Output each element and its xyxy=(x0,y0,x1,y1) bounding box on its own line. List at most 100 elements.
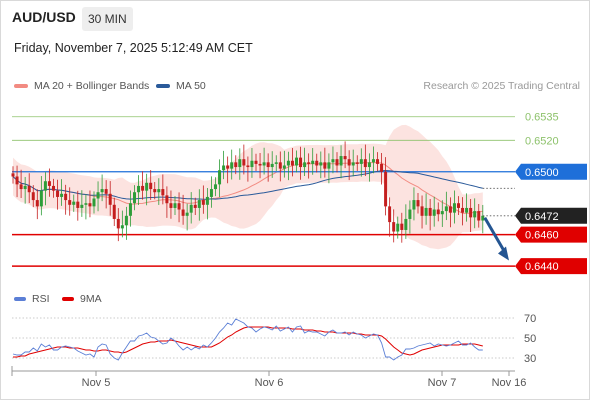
candle-body xyxy=(323,162,327,169)
candle-body xyxy=(137,185,141,193)
candle-body xyxy=(15,176,19,185)
candle-body xyxy=(112,204,116,219)
candle-body xyxy=(165,195,169,204)
timestamp: Friday, November 7, 2025 5:12:49 AM CET xyxy=(14,41,253,55)
rsi-tick-30: 30 xyxy=(524,353,536,365)
candle-body xyxy=(218,170,222,185)
candle-body xyxy=(11,173,15,177)
level-tag-bg-0.6440 xyxy=(515,258,587,275)
candle-body xyxy=(392,222,396,232)
credit-text: Research © 2025 Trading Central xyxy=(423,80,580,92)
candle-body xyxy=(315,160,319,166)
candle-body xyxy=(84,203,88,205)
candle-body xyxy=(72,201,76,205)
candle-body xyxy=(230,162,234,169)
candle-body xyxy=(258,163,262,166)
candle-body xyxy=(23,185,27,190)
candle-body xyxy=(189,204,193,213)
x-tick-label: Nov 5 xyxy=(82,377,111,389)
candle-body xyxy=(193,204,197,208)
candle-body xyxy=(448,206,452,213)
candle-body xyxy=(416,200,420,207)
current-price-tag-bg xyxy=(515,207,587,224)
candle-body xyxy=(222,165,226,171)
candle-body xyxy=(169,203,173,208)
candle-body xyxy=(311,160,315,164)
candle-body xyxy=(376,159,379,164)
symbol-title: AUD/USD xyxy=(12,9,76,25)
candle-body xyxy=(161,189,165,196)
candle-body xyxy=(440,211,444,215)
candle-body xyxy=(388,206,392,223)
candle-body xyxy=(124,215,128,226)
candle-body xyxy=(27,185,31,193)
candle-body xyxy=(457,203,460,208)
candle-body xyxy=(157,189,161,193)
legend-rsi-label: RSI xyxy=(32,293,50,305)
candle-body xyxy=(116,218,120,229)
candle-body xyxy=(436,209,440,215)
legend-rsi: RSI xyxy=(14,293,50,305)
candle-body xyxy=(173,203,177,208)
candle-body xyxy=(214,184,217,190)
candle-body xyxy=(80,204,84,208)
candle-body xyxy=(335,159,339,166)
legend-ma50-label: MA 50 xyxy=(176,80,206,92)
candle-body xyxy=(295,157,298,166)
candle-body xyxy=(181,209,185,216)
candle-body xyxy=(205,196,209,205)
candle-body xyxy=(327,162,331,169)
candle-body xyxy=(43,181,47,191)
candle-body xyxy=(465,207,469,213)
candle-body xyxy=(408,209,412,219)
candle-body xyxy=(234,162,238,168)
candle-body xyxy=(428,207,432,216)
candle-body xyxy=(290,160,294,166)
level-tag-0.6440: 0.6440 xyxy=(515,258,587,275)
candle-body xyxy=(145,182,149,191)
candle-body xyxy=(19,184,23,190)
bollinger-band-area xyxy=(13,124,483,250)
candle-body xyxy=(396,223,400,232)
candle-body xyxy=(469,207,473,218)
candle-body xyxy=(104,189,108,194)
candle-body xyxy=(351,162,355,166)
forecast-arrow-head xyxy=(498,246,509,261)
candle-body xyxy=(404,218,408,230)
candle-body xyxy=(96,192,100,199)
candle-body xyxy=(473,211,477,218)
level-label-0.6520: 0.6520 xyxy=(525,135,559,147)
rsi-tick-70: 70 xyxy=(524,313,536,325)
level-tag-0.6460: 0.6460 xyxy=(515,226,587,243)
candle-body xyxy=(331,159,335,163)
candle-body xyxy=(149,182,153,190)
candle-body xyxy=(31,192,35,201)
legend-ma50: MA 50 xyxy=(156,80,206,92)
candle-body xyxy=(380,163,384,172)
candle-body xyxy=(92,198,96,207)
level-tag-bg-0.6460 xyxy=(515,226,587,243)
timeframe-badge[interactable]: 30 MIN xyxy=(82,7,133,31)
legend-9ma-swatch xyxy=(62,297,74,301)
candle-body xyxy=(242,159,246,166)
candle-body xyxy=(226,165,230,169)
candle-body xyxy=(299,157,303,168)
x-tick-label: Nov 16 xyxy=(492,377,527,389)
candle-body xyxy=(481,215,485,221)
level-tag-bg-0.6500 xyxy=(515,163,587,180)
candle-body xyxy=(420,206,424,216)
candle-body xyxy=(35,200,39,207)
candle-body xyxy=(319,162,323,166)
candle-body xyxy=(246,165,250,168)
candle-body xyxy=(355,162,359,164)
candle-body xyxy=(100,189,104,193)
candle-body xyxy=(64,193,68,201)
level-label-0.6460: 0.6460 xyxy=(525,230,559,242)
candle-body xyxy=(367,162,371,168)
candle-body xyxy=(371,159,375,163)
candle-body xyxy=(133,192,136,204)
candle-body xyxy=(266,162,270,168)
candle-body xyxy=(141,185,145,191)
candle-body xyxy=(400,223,404,230)
